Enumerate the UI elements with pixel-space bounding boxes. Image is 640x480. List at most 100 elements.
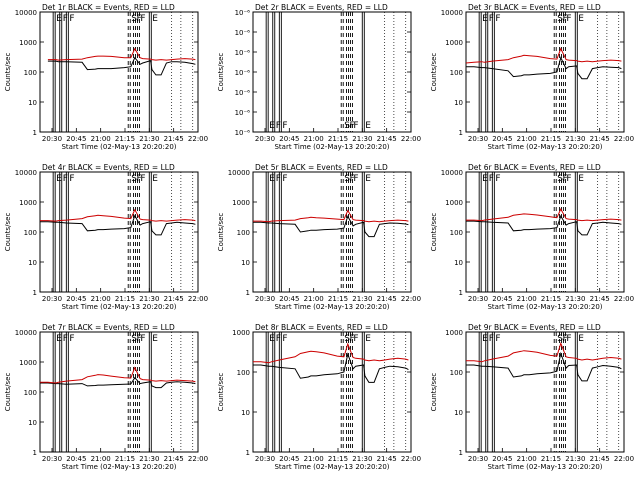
y-axis-label: Counts/sec bbox=[430, 53, 438, 92]
panel-title: Det 3r BLACK = Events, RED = LLD bbox=[468, 3, 601, 12]
plot-frame bbox=[39, 331, 199, 453]
marker-label: E bbox=[482, 14, 488, 24]
y-axis-label: Counts/sec bbox=[430, 373, 438, 412]
marker-label: E bbox=[56, 174, 62, 184]
marker-label: S bbox=[344, 121, 350, 131]
x-axis-label: Start Time (02-May-13 20:20:20) bbox=[487, 303, 602, 311]
x-tick-label: 20:30 bbox=[255, 295, 275, 303]
marker-label: F bbox=[566, 334, 571, 344]
x-tick-label: 22:00 bbox=[188, 455, 208, 463]
y-tick-label: 10 bbox=[241, 259, 250, 267]
y-tick-label: 100 bbox=[450, 229, 463, 237]
x-tick-label: 21:45 bbox=[590, 135, 610, 143]
plot-frame bbox=[252, 331, 412, 453]
y-tick-label: 10⁻⁶ bbox=[235, 49, 251, 57]
marker-label: S bbox=[131, 14, 137, 24]
x-tick-label: 21:45 bbox=[377, 295, 397, 303]
panel-title: Det 2r BLACK = Events, RED = LLD bbox=[255, 3, 388, 12]
marker-label: F bbox=[353, 334, 358, 344]
y-axis-label: Counts/sec bbox=[217, 53, 225, 92]
y-tick-label: 10 bbox=[454, 409, 463, 417]
series-events bbox=[47, 56, 196, 76]
marker-label: E bbox=[578, 14, 584, 24]
marker-label: F bbox=[495, 174, 500, 184]
marker-label: F bbox=[63, 174, 68, 184]
marker-label: F bbox=[282, 174, 287, 184]
y-tick-label: 1 bbox=[459, 289, 463, 297]
x-tick-label: 21:15 bbox=[328, 295, 348, 303]
panel-det-9: Det 9r BLACK = Events, RED = LLD 1 10 100 10… bbox=[430, 323, 634, 471]
y-tick-label: 1 bbox=[459, 449, 463, 457]
x-tick-label: 22:00 bbox=[401, 455, 421, 463]
x-tick-label: 20:30 bbox=[255, 135, 275, 143]
marker-label: E bbox=[152, 174, 158, 184]
plot-frame bbox=[252, 171, 412, 293]
y-tick-label: 10⁻⁶ bbox=[235, 89, 251, 97]
x-tick-label: 22:00 bbox=[614, 455, 634, 463]
x-tick-label: 21:30 bbox=[565, 295, 585, 303]
series-lld bbox=[253, 209, 409, 223]
x-tick-label: 21:45 bbox=[377, 135, 397, 143]
x-tick-label: 20:45 bbox=[492, 295, 512, 303]
x-tick-label: 22:00 bbox=[401, 295, 421, 303]
x-tick-label: 20:30 bbox=[468, 455, 488, 463]
x-tick-label: 21:30 bbox=[139, 135, 159, 143]
x-tick-label: 20:30 bbox=[468, 135, 488, 143]
marker-label: F bbox=[276, 334, 281, 344]
marker-label: E bbox=[152, 14, 158, 24]
x-tick-label: 21:00 bbox=[517, 135, 537, 143]
y-tick-label: 1000 bbox=[445, 199, 463, 207]
plot-frame bbox=[39, 171, 199, 293]
x-tick-label: 21:15 bbox=[115, 455, 135, 463]
y-tick-label: 10⁻⁶ bbox=[235, 129, 251, 137]
panel-det-5: Det 5r BLACK = Events, RED = LLD 1 10 100 10… bbox=[217, 163, 421, 311]
x-axis-label: Start Time (02-May-13 20:20:20) bbox=[274, 143, 389, 151]
x-tick-label: 21:30 bbox=[352, 135, 372, 143]
x-tick-label: 21:45 bbox=[164, 135, 184, 143]
series-events bbox=[466, 351, 622, 382]
marker-label: S bbox=[557, 334, 563, 344]
x-tick-label: 21:00 bbox=[517, 455, 537, 463]
series-lld bbox=[466, 207, 622, 222]
marker-label: F bbox=[353, 174, 358, 184]
y-tick-label: 1 bbox=[246, 289, 250, 297]
series-lld bbox=[40, 208, 196, 222]
x-tick-label: 21:45 bbox=[164, 455, 184, 463]
plot-frame bbox=[465, 331, 625, 453]
panel-det-8: Det 8r BLACK = Events, RED = LLD 1 10 100 10… bbox=[217, 323, 421, 471]
y-tick-label: 1 bbox=[33, 129, 37, 137]
x-tick-label: 21:45 bbox=[590, 295, 610, 303]
marker-label: F bbox=[69, 174, 74, 184]
marker-label: F bbox=[489, 14, 494, 24]
x-axis-label: Start Time (02-May-13 20:20:20) bbox=[61, 463, 176, 471]
panel-det-4: Det 4r BLACK = Events, RED = LLD 1 10 100 10… bbox=[4, 163, 208, 311]
x-tick-label: 21:00 bbox=[304, 455, 324, 463]
marker-label: S bbox=[344, 334, 350, 344]
x-tick-label: 21:30 bbox=[565, 455, 585, 463]
y-tick-label: 100 bbox=[450, 69, 463, 77]
y-tick-label: 10 bbox=[241, 409, 250, 417]
panel-title: Det 4r BLACK = Events, RED = LLD bbox=[42, 163, 175, 172]
x-tick-label: 20:30 bbox=[42, 295, 62, 303]
y-tick-label: 100 bbox=[237, 369, 250, 377]
series-lld bbox=[40, 366, 196, 384]
plot-frame bbox=[252, 11, 412, 133]
x-tick-label: 21:15 bbox=[115, 295, 135, 303]
marker-label: F bbox=[69, 334, 74, 344]
x-tick-label: 21:45 bbox=[377, 455, 397, 463]
y-tick-label: 1 bbox=[33, 449, 37, 457]
x-tick-label: 21:00 bbox=[304, 295, 324, 303]
x-tick-label: 22:00 bbox=[188, 135, 208, 143]
series-lld bbox=[253, 342, 409, 364]
x-tick-label: 20:30 bbox=[468, 295, 488, 303]
y-tick-label: 1 bbox=[33, 289, 37, 297]
y-tick-label: 1000 bbox=[232, 199, 250, 207]
x-tick-label: 20:45 bbox=[66, 295, 86, 303]
y-tick-label: 10000 bbox=[15, 169, 37, 177]
marker-label: E bbox=[269, 121, 275, 131]
y-axis-label: Counts/sec bbox=[4, 53, 12, 92]
series-lld bbox=[47, 47, 196, 61]
x-tick-label: 20:30 bbox=[255, 455, 275, 463]
panel-title: Det 7r BLACK = Events, RED = LLD bbox=[42, 323, 175, 332]
panel-title: Det 5r BLACK = Events, RED = LLD bbox=[255, 163, 388, 172]
